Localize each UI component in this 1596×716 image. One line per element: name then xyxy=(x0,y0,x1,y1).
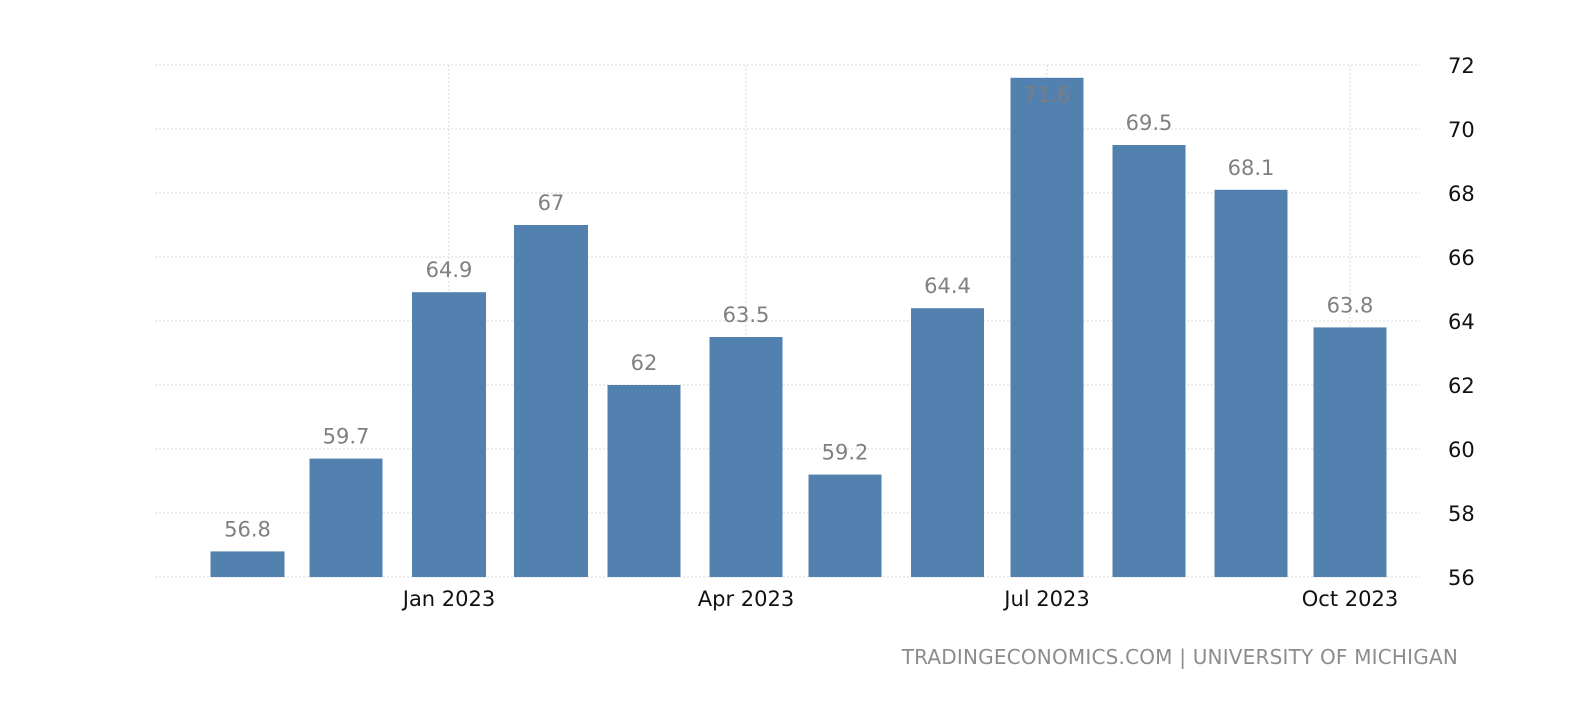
data-label: 68.1 xyxy=(1228,156,1275,180)
data-label: 67 xyxy=(538,191,565,215)
x-tick-label: Jan 2023 xyxy=(401,587,496,611)
y-tick-label: 60 xyxy=(1448,438,1475,462)
data-label: 64.9 xyxy=(426,258,473,282)
y-axis: 56 58 60 62 64 66 68 70 72 xyxy=(1448,54,1475,590)
source-attribution: TRADINGECONOMICS.COM | UNIVERSITY OF MIC… xyxy=(901,645,1458,669)
bar xyxy=(808,474,882,577)
y-tick-label: 62 xyxy=(1448,374,1475,398)
bar xyxy=(1214,189,1288,578)
bar xyxy=(309,458,383,577)
x-axis: Jan 2023 Apr 2023 Jul 2023 Oct 2023 xyxy=(401,587,1398,611)
bar xyxy=(514,225,588,577)
bar xyxy=(1313,327,1387,577)
x-tick-label: Oct 2023 xyxy=(1302,587,1398,611)
data-label: 64.4 xyxy=(924,274,971,298)
x-tick-label: Apr 2023 xyxy=(698,587,794,611)
data-label: 69.5 xyxy=(1126,111,1173,135)
data-label: 62 xyxy=(631,351,658,375)
data-label: 59.2 xyxy=(822,441,869,465)
bar xyxy=(911,308,984,577)
y-tick-label: 70 xyxy=(1448,118,1475,142)
y-tick-label: 68 xyxy=(1448,182,1475,206)
y-tick-label: 56 xyxy=(1448,566,1475,590)
data-label: 56.8 xyxy=(224,517,271,541)
data-label: 63.8 xyxy=(1327,293,1374,317)
bar xyxy=(709,337,783,577)
y-tick-label: 64 xyxy=(1448,310,1475,334)
data-label: 59.7 xyxy=(323,425,370,449)
bar xyxy=(1010,77,1084,578)
bars xyxy=(210,77,1387,578)
y-tick-label: 58 xyxy=(1448,502,1475,526)
x-tick-label: Jul 2023 xyxy=(1002,587,1089,611)
data-labels: 56.8 59.7 64.9 67 62 63.5 59.2 64.4 71.6 69.5 68.1… xyxy=(224,83,1373,542)
y-tick-label: 72 xyxy=(1448,54,1475,78)
bar xyxy=(607,385,681,577)
data-label: 71.6 xyxy=(1024,83,1071,107)
bar xyxy=(1112,145,1186,577)
data-label: 63.5 xyxy=(723,303,770,327)
y-tick-label: 66 xyxy=(1448,246,1475,270)
bar xyxy=(210,551,285,577)
bar xyxy=(412,292,486,577)
